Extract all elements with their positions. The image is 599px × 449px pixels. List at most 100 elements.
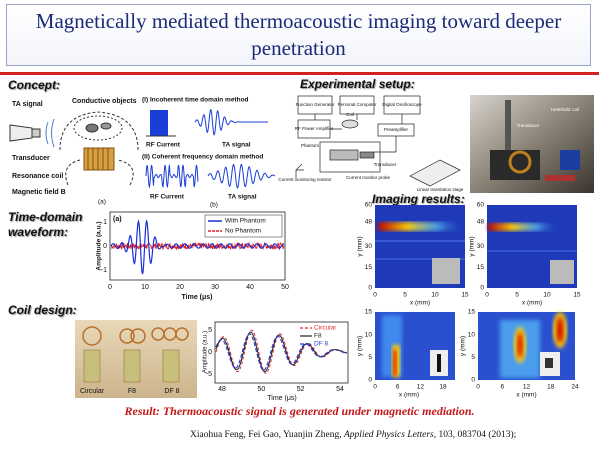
y-tick-label: 0 xyxy=(208,349,212,356)
ta-waveform xyxy=(207,163,276,190)
setup-photo-detail xyxy=(490,100,580,181)
label: Transducer xyxy=(374,162,397,167)
x-tick-label: 52 xyxy=(297,386,305,393)
x-tick-label: 0 xyxy=(108,284,112,291)
x-tick-label: 6 xyxy=(396,384,400,391)
y-tick-label: 0 xyxy=(368,285,372,292)
x-tick-label: 18 xyxy=(547,384,555,391)
x-tick-label: 10 xyxy=(141,284,149,291)
x-tick-label: 50 xyxy=(257,386,265,393)
label: DF 8 xyxy=(164,388,179,395)
journal: Applied Physics Letters xyxy=(344,430,434,440)
legend-label: F8 xyxy=(314,333,322,340)
label: (II) Coherent frequency domain method xyxy=(142,154,263,161)
section-label: Experimental setup: xyxy=(300,77,415,91)
label: Linear translation stage xyxy=(417,187,464,192)
curve-df8 xyxy=(215,333,347,371)
y-tick-label: 0 xyxy=(103,243,107,250)
y-tick-label: 30 xyxy=(365,243,373,250)
label: y (mm) xyxy=(469,236,476,256)
x-tick-label: 5 xyxy=(515,292,519,299)
label: Transducer xyxy=(517,123,540,128)
label: Current monitoring resistor xyxy=(278,177,332,182)
x-tick-label: 0 xyxy=(485,292,489,299)
label: RF Current xyxy=(150,194,185,201)
curve-f8 xyxy=(215,331,347,373)
section-label: Coil design: xyxy=(8,303,77,317)
rf-burst xyxy=(145,164,199,189)
label: y (mm) xyxy=(357,236,364,256)
label: Current monitor probe xyxy=(346,175,391,180)
y-tick-label: 5 xyxy=(471,354,475,361)
citation: Xiaohua Feng, Fei Gao, Yuanjin Zheng, Ap… xyxy=(190,430,516,440)
x-tick-label: 40 xyxy=(246,284,254,291)
label: Phantom xyxy=(301,143,319,148)
concept-drawing xyxy=(9,110,176,186)
label: y (mm) xyxy=(460,336,467,356)
section-label: Imaging results: xyxy=(372,192,465,206)
label: TA signal xyxy=(12,101,43,108)
y-tick-label: 15 xyxy=(365,264,373,271)
label: (b) xyxy=(210,202,218,209)
x-tick-label: 15 xyxy=(461,292,469,299)
x-tick-label: 5 xyxy=(403,292,407,299)
legend-label: Circular xyxy=(314,325,337,332)
y-tick-label: 10 xyxy=(365,331,373,338)
divider xyxy=(0,72,599,75)
label: Magnetic field B xyxy=(12,189,66,196)
label: Amplitude (a.u.) xyxy=(96,221,103,270)
label: Amplitude (a.u.) xyxy=(203,331,209,373)
label: Resonance coil xyxy=(12,173,63,180)
x-tick-label: 24 xyxy=(571,384,579,391)
y-tick-label: 10 xyxy=(468,331,476,338)
plot-frame xyxy=(214,321,349,384)
result: Result: Thermoacoustic signal is generat… xyxy=(124,404,475,418)
y-tick-label: 48 xyxy=(477,218,485,225)
label: F8 xyxy=(128,388,136,395)
x-tick-label: 20 xyxy=(176,284,184,291)
y-tick-label: 5 xyxy=(208,327,212,334)
label: (I) Incoherent time domain method xyxy=(142,97,249,104)
x-tick-label: 15 xyxy=(573,292,581,299)
y-tick-label: 60 xyxy=(365,202,373,209)
curve-circular xyxy=(215,329,348,374)
x-tick-label: 0 xyxy=(476,384,480,391)
label: Preamplifier xyxy=(384,127,409,132)
heatmap-top-left xyxy=(375,205,465,288)
x-tick-label: 30 xyxy=(211,284,219,291)
coil-photo-detail xyxy=(82,326,189,383)
legend xyxy=(204,214,283,238)
x-tick-label: 12 xyxy=(523,384,531,391)
heatmap-top-right xyxy=(487,205,577,288)
label: No Phantom xyxy=(225,228,261,235)
label: x (mm) xyxy=(522,300,542,307)
x-tick-label: 0 xyxy=(373,384,377,391)
y-tick-label: 60 xyxy=(477,202,485,209)
x-tick-label: 48 xyxy=(218,386,226,393)
label: Time (μs) xyxy=(267,395,296,402)
label: With Phantom xyxy=(225,218,266,225)
x-tick-label: 50 xyxy=(281,284,289,291)
section-label: Concept: xyxy=(8,78,60,92)
setup-diagram xyxy=(295,95,461,187)
x-tick-label: 54 xyxy=(336,386,344,393)
label: Conductive objects xyxy=(72,98,137,105)
label: Circular xyxy=(80,388,105,395)
label: TA signal xyxy=(228,194,257,201)
x-tick-label: 0 xyxy=(373,292,377,299)
y-tick-label: -5 xyxy=(206,371,212,378)
label: x (mm) xyxy=(410,300,430,307)
ta-waveform xyxy=(194,109,268,136)
label: x (mm) xyxy=(399,392,419,399)
label: y (mm) xyxy=(357,336,364,356)
heatmap-bottom-right xyxy=(478,312,575,380)
label: (a) xyxy=(113,216,122,223)
y-tick-label: 0 xyxy=(471,377,475,384)
label: Transducer xyxy=(12,155,50,162)
section-label: Time-domain waveform: xyxy=(8,210,83,239)
x-tick-label: 10 xyxy=(543,292,551,299)
heatmap-bottom-left xyxy=(375,312,455,380)
y-tick-label: 48 xyxy=(365,218,373,225)
